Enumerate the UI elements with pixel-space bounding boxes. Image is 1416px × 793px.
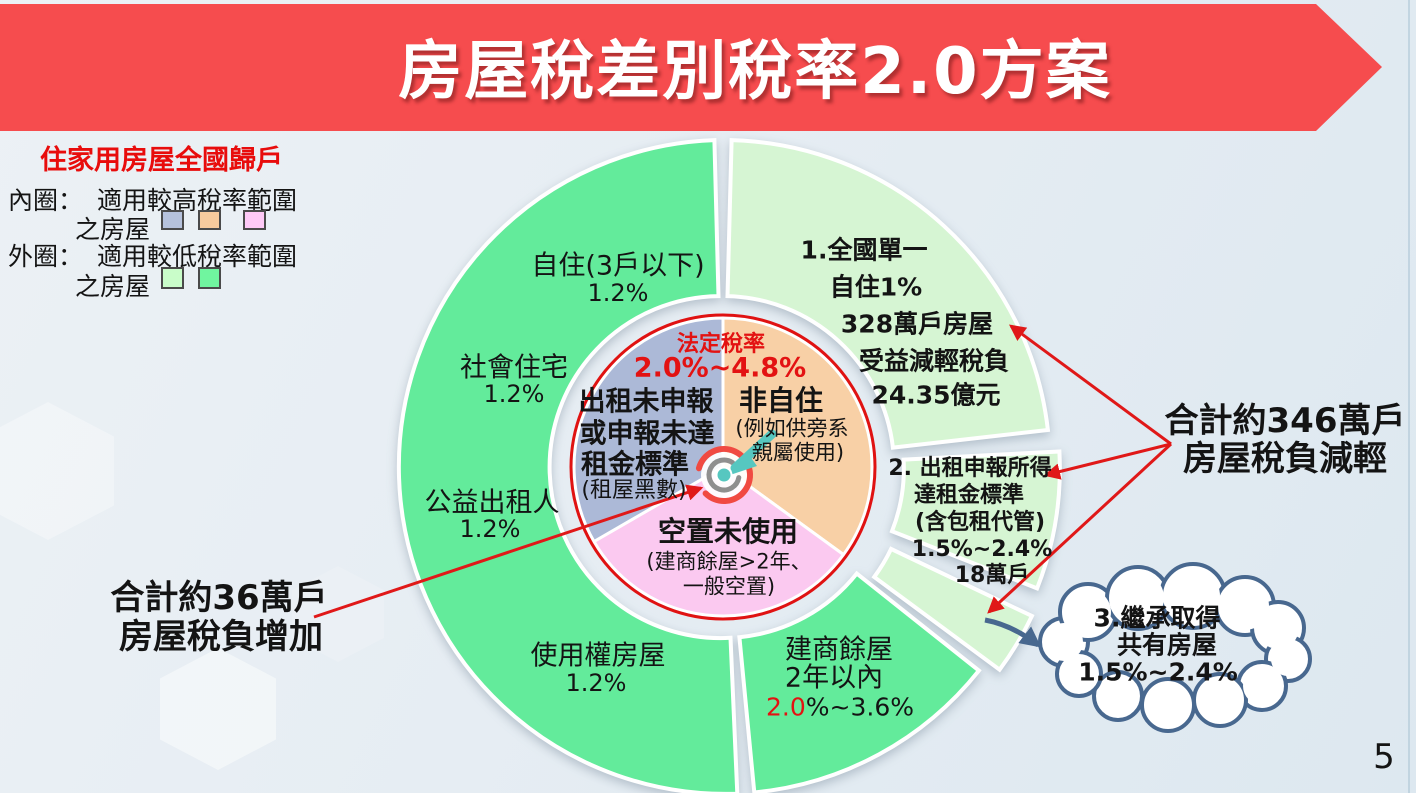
cloud-line2: 共有房屋 (1116, 630, 1218, 660)
seg2-line2: 達租金標準 (913, 483, 1025, 508)
label-self-use: 自住(3戶以下) (531, 250, 705, 282)
legend-swatch-pink (243, 210, 266, 230)
statutory-rate-circle (569, 313, 877, 621)
inner-rental-line1: 出租未申報 (578, 386, 714, 418)
legend-outer-text: 適用較低稅率範圍 (97, 242, 298, 271)
cloud-puff-fill (1166, 569, 1220, 623)
increase-total-line2: 房屋稅負增加 (119, 617, 323, 657)
seg1-line2: 自住1% (829, 272, 923, 302)
legend-outer-label: 外圈： (8, 242, 84, 271)
label-public-welfare-landlord: 公益出租人 (424, 487, 560, 519)
inner-nonself-sub2: 親屬使用) (751, 440, 845, 465)
legend-inner-row: 內圈： 適用較高稅率範圍 (8, 181, 297, 217)
seg2-line5: 18萬戶 (954, 563, 1030, 588)
decrease-total-line2: 房屋稅負減輕 (1183, 439, 1387, 479)
target-bullseye (715, 466, 733, 484)
rate-social-housing: 1.2% (483, 380, 545, 408)
target-middle-ring (706, 457, 742, 493)
red-arrows (313, 324, 1173, 619)
legend-swatch-orange (198, 210, 221, 230)
cloud-puff-fill (1045, 623, 1083, 661)
cloud-puff-fill (1147, 684, 1189, 726)
page-title: 房屋稅差別稅率2.0方案 (398, 35, 1112, 109)
legend-swatch-blue (161, 210, 184, 230)
seg2-line3: (含包租代管) (914, 510, 1046, 535)
seg1-line4: 受益減輕稅負 (858, 346, 1010, 376)
seg1-line3: 328萬戶房屋 (840, 309, 994, 339)
cloud-puff-fill (1221, 582, 1269, 630)
page-number: 5 (1373, 737, 1395, 777)
legend-outer-row2: 之房屋 (75, 267, 150, 303)
increase-total-line1: 合計約36萬戶 (110, 578, 328, 618)
inner-vacant (591, 465, 846, 618)
legend-swatch-green (198, 267, 221, 289)
legend-title: 住家用房屋全國歸戶 (40, 145, 283, 176)
outer-low-rate (396, 138, 740, 793)
statutory-rate-range: 2.0%~4.8% (633, 352, 807, 384)
legend-swatch-lightgreen (161, 267, 184, 289)
statutory-rate-label: 法定稅率 (676, 332, 766, 357)
target-icon (695, 429, 777, 505)
inner-vacant-sub2: 一般空置) (682, 574, 776, 599)
cloud-puff-fill (1243, 667, 1281, 705)
decrease-total-line1: 合計約346萬戶 (1164, 401, 1406, 441)
legend-outer-row: 外圈： 適用較低稅率範圍 (8, 237, 297, 273)
inner-rental-line3: 租金標準 (581, 449, 689, 481)
inner-vacant-sub1: (建商餘屋>2年、 (646, 549, 812, 574)
title-banner (0, 4, 1382, 131)
label-builder-line1: 建商餘屋 (785, 634, 893, 666)
inner-nonself-title: 非自住 (738, 384, 824, 417)
cloud-puff-fill (1062, 657, 1096, 691)
rate-builder-red: 2.0 (766, 692, 806, 722)
seg1-line5: 24.35億元 (871, 380, 1001, 410)
cloud-puff-fill (1065, 589, 1111, 635)
rate-usage-right: 1.2% (565, 669, 627, 697)
outer-builder-2yr (737, 570, 982, 793)
outer-ring (396, 138, 1062, 793)
rate-public-welfare-landlord: 1.2% (459, 515, 521, 543)
cloud-puff-fill (1199, 679, 1241, 721)
legend-outer-text2: 之房屋 (75, 272, 151, 301)
inner-non-self-use (721, 316, 874, 557)
label-social-housing: 社會住宅 (460, 352, 568, 384)
inner-rental-line2: 或申報未達 (579, 418, 715, 450)
banner-arrow-shape (0, 4, 1382, 131)
rate-builder-rest: %~3.6% (805, 692, 914, 722)
inner-rental-sub: (租屋黑數) (581, 478, 687, 503)
dart-tip (727, 452, 757, 476)
cloud-puff-fill (1257, 607, 1299, 649)
inner-pie (572, 316, 874, 618)
seg2-line1: 2. 出租申報所得 (888, 456, 1052, 481)
arrow-to-sliver (987, 442, 1173, 614)
hexagon-watermark (292, 566, 384, 662)
arrow-to-segment2 (1043, 442, 1172, 480)
legend-inner-text2: 之房屋 (75, 215, 151, 244)
arrow-to-segment1 (1009, 324, 1172, 446)
outer-rental-reported (889, 449, 1062, 591)
arrow-increase-to-center (313, 484, 704, 619)
legend-inner-row2: 之房屋 (75, 210, 150, 246)
rate-builder: 2.0%~3.6% (766, 695, 914, 720)
outer-national-single (725, 138, 1051, 450)
inner-vacant-title: 空置未使用 (657, 515, 799, 548)
label-usage-right: 使用權房屋 (530, 640, 666, 672)
cloud-puff-fill (1271, 642, 1305, 676)
rate-self-use: 1.2% (587, 279, 649, 307)
label-builder-line2: 2年以內 (784, 662, 884, 694)
slide-edge-line (1408, 0, 1410, 793)
cloud-line1: 3.繼承取得 (1093, 603, 1221, 633)
seg2-line4: 1.5%~2.4% (911, 537, 1053, 562)
cloud-puff-fill (1112, 572, 1164, 624)
cloud-puff-fill (1099, 677, 1137, 715)
arrow-to-cloud (984, 617, 1042, 648)
inner-nonself-sub1: (例如供旁系 (735, 416, 849, 441)
legend-inner-label: 內圈： (8, 186, 84, 215)
cloud-line3: 1.5%~2.4% (1078, 657, 1238, 687)
cloud-callout (1038, 562, 1312, 733)
seg1-line1: 1.全國單一 (800, 235, 928, 265)
